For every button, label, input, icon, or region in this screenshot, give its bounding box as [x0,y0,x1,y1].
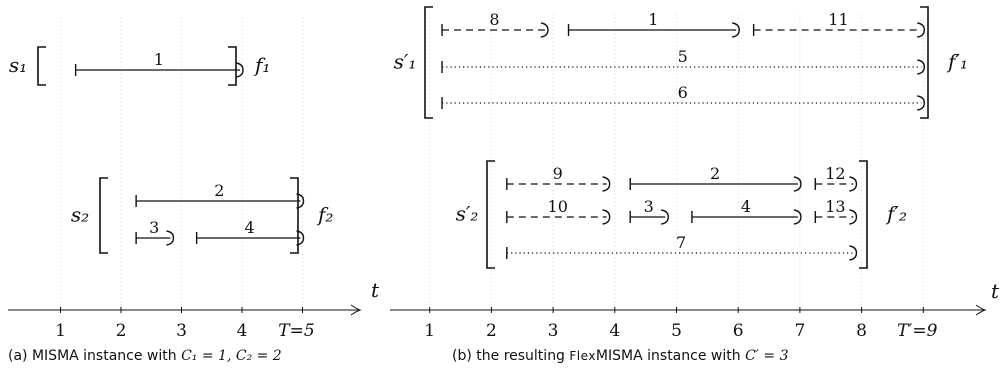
caption-panel-a: (a) MISMA instance with C₁ = 1, C₂ = 2 [8,348,282,364]
job-6-label: 6 [678,83,688,102]
caption-b-condition: C′ = 3 [745,348,789,364]
panel_a-axis-arrowhead [350,304,362,316]
panel_b-tick-label: 8 [856,321,867,341]
job-7-end-paren [849,245,858,261]
panel_b-machine-1-finish-label: f′₂ [885,202,907,226]
panel_b-tick-label: T′=9 [897,321,937,341]
caption-b-label: (b) [452,348,472,364]
panel_b-axis-symbol: t [991,279,1000,303]
panel_a-tick-label: 1 [55,321,66,341]
job-12-label: 12 [825,164,845,183]
job-1-end-paren [732,22,740,38]
job-3-label: 3 [149,218,159,237]
panel_b-machine-1-close-bracket [859,160,868,269]
panel_b-axis-arrowhead [975,304,987,316]
panel_a-machine-1-finish-label: f₂ [316,203,333,227]
job-2-end-paren [793,176,802,192]
job-3-end-paren [661,209,669,225]
panel_a-tick-label: 3 [176,321,187,341]
panel_b-machine-0-finish-label: f′₁ [946,50,968,74]
panel_b-tick-label: 7 [794,321,805,341]
job-3-label: 3 [644,197,654,216]
panel_a-machine-1-start-label: s₂ [71,203,89,227]
job-5-end-paren [917,59,926,75]
panel_b-tick-label: 6 [733,321,744,341]
panel_b-machine-0-open-bracket [424,6,433,119]
panel_a-machine-0-finish-label: f₁ [253,53,270,77]
job-4-end-paren [793,209,802,225]
job-9-label: 9 [553,164,563,183]
job-11-label: 11 [828,10,848,29]
panel_b-machine-0-close-bracket [920,6,929,119]
job-4-end-paren [296,230,305,246]
job-5-label: 5 [678,47,688,66]
panel_b-machine-1-start-label: s′₂ [456,202,479,226]
caption-b-flex: Flex [569,349,596,363]
caption-panel-b: (b) the resulting FlexMISMA instance wit… [452,348,789,364]
caption-b-text-post: instance with [647,348,741,364]
job-11-end-paren [917,22,926,38]
caption-a-label: (a) [8,348,28,364]
panel_b-tick-label: 2 [486,321,497,341]
machine-brackets: s₁ f₁ s₂ f₂ s′₁ f′₁ s′₂ f′₂ [9,6,968,269]
panel_a-machine-0-start-label: s₁ [9,53,27,77]
panel_a-machine-0-close-bracket [228,46,237,86]
panel_b-tick-label: 4 [609,321,620,341]
job-6-end-paren [917,95,926,111]
panel_b-tick-label: 3 [548,321,559,341]
caption-b-misma: MISMA [595,348,643,364]
job-10-label: 10 [548,197,568,216]
vertical-gridlines [60,14,924,310]
caption-a-text: MISMA instance with [31,348,177,364]
job-13-end-paren [849,209,858,225]
job-8-label: 8 [489,10,499,29]
panel_b-tick-label: 1 [424,321,435,341]
panel_b-machine-0-start-label: s′₁ [394,50,417,74]
panel_a-tick-label: 2 [116,321,127,341]
job-2-end-paren [296,193,305,209]
panel_a-axis-symbol: t [371,278,380,302]
panel_a-machine-1-close-bracket [290,177,299,254]
job-12-end-paren [849,176,858,192]
panel_b-machine-1-open-bracket [486,160,495,269]
job-9-end-paren [602,176,611,192]
caption-b-text-pre: the resulting [476,348,565,364]
job-1-label: 1 [648,10,658,29]
panel_b-tick-label: 5 [671,321,682,341]
job-1-end-paren [235,62,244,78]
panel_a-machine-1-open-bracket [99,177,108,254]
panel_a-tick-label: T=5 [278,321,314,341]
time-axes: t 1 2 3 4 T=5 t 1 2 3 4 5 6 7 8 T′=9 [8,278,1000,341]
job-2-label: 2 [214,181,224,200]
job-10-end-paren [602,209,611,225]
job-1-label: 1 [154,50,164,69]
caption-a-condition: C₁ = 1, C₂ = 2 [181,348,282,364]
panel_a-tick-label: 4 [237,321,248,341]
job-4-label: 4 [244,218,254,237]
job-3-end-paren [166,230,175,246]
job-4-label: 4 [741,197,751,216]
job-2-label: 2 [710,164,720,183]
panel_a-machine-0-open-bracket [37,46,46,86]
job-8-end-paren [540,22,549,38]
job-7-label: 7 [676,233,686,252]
job-13-label: 13 [825,197,845,216]
